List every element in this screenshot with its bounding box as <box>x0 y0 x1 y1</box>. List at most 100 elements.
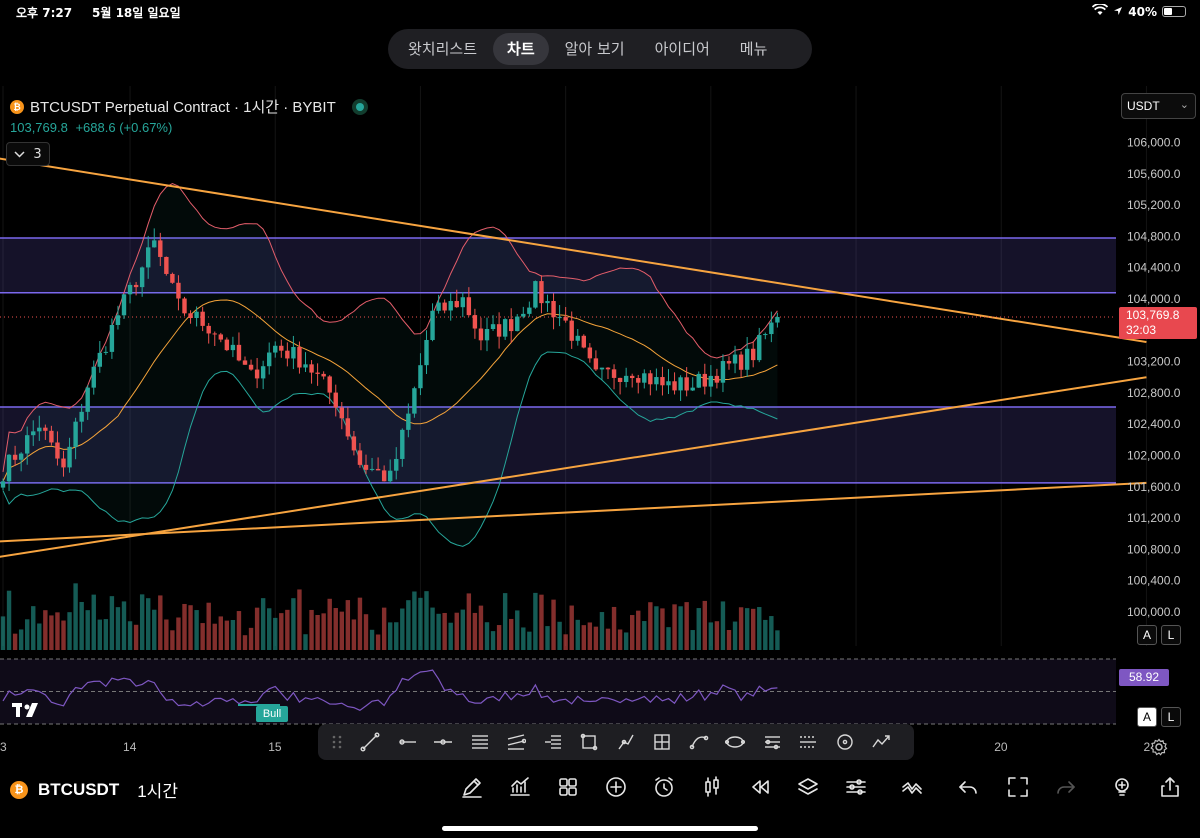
volume-bar <box>218 616 223 650</box>
curve-tool[interactable] <box>681 727 718 757</box>
interval-selector[interactable]: 1시간 <box>137 782 178 801</box>
share-icon <box>1161 777 1179 797</box>
volume-bar <box>254 607 260 650</box>
gann-fan-tool[interactable] <box>790 727 827 757</box>
y-axis-label: 100,400.0 <box>1127 574 1181 588</box>
arrow-path-tool[interactable] <box>863 727 900 757</box>
volume-bar <box>121 601 127 650</box>
market-open-icon <box>351 98 368 115</box>
x-axis-label: 2 <box>1143 740 1151 754</box>
candle <box>200 311 205 326</box>
candle <box>502 319 508 337</box>
settings-sliders-button[interactable] <box>839 772 873 802</box>
bitcoin-icon: ₿ <box>10 780 28 799</box>
grid-layout-button[interactable] <box>551 772 585 802</box>
symbol-selector[interactable]: ₿ BTCUSDT 1시간 <box>10 777 178 802</box>
horizontal-ray-tool[interactable] <box>389 727 426 757</box>
fullscreen-button[interactable] <box>1001 772 1035 802</box>
candle <box>176 282 181 299</box>
candle <box>454 301 459 308</box>
candle <box>424 339 429 366</box>
chart-area[interactable]: 106,000.0 105,600.0 105,200.0 104,800.0 104,… <box>0 86 1200 758</box>
candle <box>357 450 363 465</box>
volume-bar <box>73 583 78 650</box>
tab-3[interactable]: 아이디어 <box>654 40 710 58</box>
rectangle-icon <box>580 733 598 751</box>
candle <box>472 315 478 329</box>
volume-bar <box>690 630 695 650</box>
rsi-log-scale-button[interactable]: L <box>1161 707 1181 727</box>
parallel-channel-tool[interactable] <box>462 727 499 757</box>
replay-button[interactable] <box>743 772 777 802</box>
alarm-button[interactable] <box>647 772 681 802</box>
volume-bar <box>732 621 738 650</box>
volume-bar <box>363 614 369 650</box>
ideas-button[interactable] <box>1105 772 1139 802</box>
candle <box>388 470 393 482</box>
curve-icon <box>689 735 709 750</box>
trading-button[interactable] <box>895 772 929 802</box>
candle <box>321 373 326 377</box>
rsi-value-tag: 58.92 <box>1119 669 1169 686</box>
candle <box>236 344 242 361</box>
home-indicator[interactable] <box>442 826 758 831</box>
tab-1[interactable]: 차트 <box>493 33 549 65</box>
path-tool[interactable] <box>608 727 645 757</box>
pitchfork-tool[interactable] <box>754 727 791 757</box>
last-price-tag: 103,769.8 32:03 <box>1119 307 1197 339</box>
redo-button[interactable] <box>1049 772 1083 802</box>
add-circle-button[interactable] <box>599 772 633 802</box>
trend-line-tool[interactable] <box>352 727 389 757</box>
volume-bar <box>212 623 217 650</box>
candle <box>521 313 526 317</box>
share-button[interactable] <box>1153 772 1187 802</box>
y-axis-label: 102,400.0 <box>1127 417 1181 431</box>
undo-button[interactable] <box>951 772 985 802</box>
candle <box>18 453 24 460</box>
drag-handle-tool[interactable] <box>324 727 352 757</box>
candle <box>726 361 732 364</box>
price-chart[interactable]: 106,000.0 105,600.0 105,200.0 104,800.0 104,… <box>0 86 1200 758</box>
regression-trend-tool[interactable] <box>498 727 535 757</box>
auto-scale-button[interactable]: A <box>1137 625 1157 645</box>
gear-icon[interactable] <box>1150 738 1168 760</box>
bottom-toolbar: ₿ BTCUSDT 1시간 <box>0 762 1200 838</box>
volume-bar <box>248 627 254 650</box>
rsi-auto-scale-button[interactable]: A <box>1137 707 1157 727</box>
trading-icon <box>902 782 922 794</box>
volume-bar <box>260 598 266 650</box>
volume-bar <box>200 623 205 650</box>
log-scale-button[interactable]: L <box>1161 625 1181 645</box>
currency-select[interactable]: USDT ⌄ <box>1121 93 1196 119</box>
horizontal-line-tool[interactable] <box>425 727 462 757</box>
legend-title[interactable]: ₿ BTCUSDT Perpetual Contract · 1시간 · BYB… <box>10 96 368 117</box>
top-tab-bar: 왓치리스트 차트 알아 보기 아이디어 메뉴 <box>388 29 812 69</box>
volume-bar <box>460 609 465 650</box>
tab-0[interactable]: 왓치리스트 <box>408 40 478 58</box>
layers-button[interactable] <box>791 772 825 802</box>
volume-bar <box>37 623 42 650</box>
candle <box>533 281 538 308</box>
rectangle-tool[interactable] <box>571 727 608 757</box>
volume-bar <box>630 615 635 650</box>
candle <box>684 377 689 391</box>
indicators-collapse-button[interactable]: 3 <box>6 142 50 166</box>
fib-retracement-tool[interactable] <box>535 727 572 757</box>
indicators-button[interactable] <box>503 772 537 802</box>
volume-bar <box>18 629 24 650</box>
volume-bar <box>273 617 278 650</box>
volume-bar <box>67 612 72 650</box>
y-axis-label: 100,000.0 <box>1127 605 1181 619</box>
ellipse-tool[interactable] <box>717 727 754 757</box>
volume-bar <box>738 607 744 650</box>
tab-4[interactable]: 메뉴 <box>739 40 768 58</box>
candles-button[interactable] <box>695 772 729 802</box>
x-axis-label: 15 <box>268 740 282 754</box>
candle <box>509 319 514 332</box>
tab-2[interactable]: 알아 보기 <box>564 40 625 58</box>
circle-tool[interactable] <box>827 727 864 757</box>
long-position-tool[interactable] <box>644 727 681 757</box>
pencil-icon <box>462 778 482 798</box>
candle <box>85 387 90 412</box>
pencil-button[interactable] <box>455 772 489 802</box>
